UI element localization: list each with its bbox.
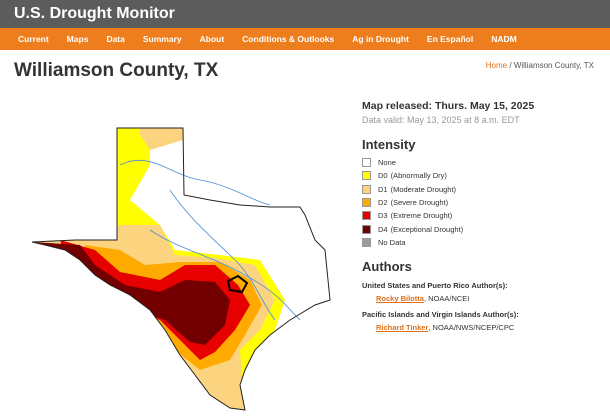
legend-item: No Data [362,236,602,249]
nav-link[interactable]: Conditions & Outlooks [242,34,335,44]
author-heading: Pacific Islands and Virgin Islands Autho… [362,310,519,320]
map-released: Map released: Thurs. May 15, 2025 [362,100,535,112]
nav-link[interactable]: En Español [426,34,474,44]
legend-code: D3 [378,211,388,221]
nav-link[interactable]: Summary [142,34,182,44]
nav-link[interactable]: Ag in Drought [352,34,409,44]
nav-link[interactable]: About [199,34,225,44]
author-name[interactable]: Rocky Bilotta [376,294,424,304]
legend-code: D2 [378,198,388,208]
legend-label: (Severe Drought) [390,198,449,208]
legend: None D0 (Abnormally Dry) D1 (Moderate Drough… [362,156,602,249]
legend-label: (Extreme Drought) [390,211,453,221]
legend-code: No Data [378,237,406,247]
rivers [119,159,301,321]
breadcrumb: Home / Williamson County, TX [486,61,594,70]
legend-code: D1 [378,184,388,194]
site-title: U.S. Drought Monitor [14,5,175,22]
authors: United States and Puerto Rico Author(s):… [362,281,602,332]
legend-code: D0 [378,171,388,181]
legend-swatch [362,224,371,234]
author-heading: United States and Puerto Rico Author(s): [362,281,508,291]
legend-swatch [362,158,371,168]
legend-code: D4 [378,224,388,234]
legend-item: None [362,156,602,169]
breadcrumb-separator: / [509,61,512,70]
author-affiliation: , NOAA/NCEI [423,294,470,304]
site-header: U.S. Drought Monitor [0,0,610,28]
county-outline [226,274,249,294]
legend-label: (Moderate Drought) [390,184,457,194]
page-title: Williamson County, TX [14,60,219,81]
legend-swatch [362,237,371,247]
nav-link[interactable]: Data [106,34,125,44]
breadcrumb-home[interactable]: Home [485,61,508,70]
legend-item: D2 (Severe Drought) [362,196,602,209]
nav-link[interactable]: NADM [491,34,517,44]
nav-link[interactable]: Maps [66,34,89,44]
side-panel: Map released: Thurs. May 15, 2025 Data v… [362,100,602,332]
legend-swatch [362,184,371,194]
data-valid: Data valid: May 13, 2025 at 8 a.m. EDT [362,115,520,125]
author-line: Richard Tinker, NOAA/NWS/NCEP/CPC [376,323,602,332]
author-name[interactable]: Richard Tinker [376,323,429,333]
state-outline [31,127,331,411]
legend-label: (Abnormally Dry) [390,171,447,181]
nav-link[interactable]: Current [18,34,49,44]
legend-swatch [362,211,371,221]
legend-title: Intensity [362,137,416,152]
breadcrumb-current: Williamson County, TX [513,61,594,70]
legend-item: D4 (Exceptional Drought) [362,222,602,235]
legend-item: D3 (Extreme Drought) [362,209,602,222]
author-line: Rocky Bilotta, NOAA/NCEI [376,294,602,303]
author-affiliation: , NOAA/NWS/NCEP/CPC [428,323,515,333]
nav-bar: Current Maps Data Summary About Conditions & … [0,28,610,50]
legend-label: (Exceptional Drought) [390,224,464,234]
drought-map [31,127,331,411]
legend-code: None [378,158,396,168]
legend-swatch [362,171,371,181]
legend-swatch [362,198,371,208]
legend-item: D0 (Abnormally Dry) [362,169,602,182]
map-fill [32,128,330,410]
authors-title: Authors [362,259,412,275]
legend-item: D1 (Moderate Drought) [362,183,602,196]
